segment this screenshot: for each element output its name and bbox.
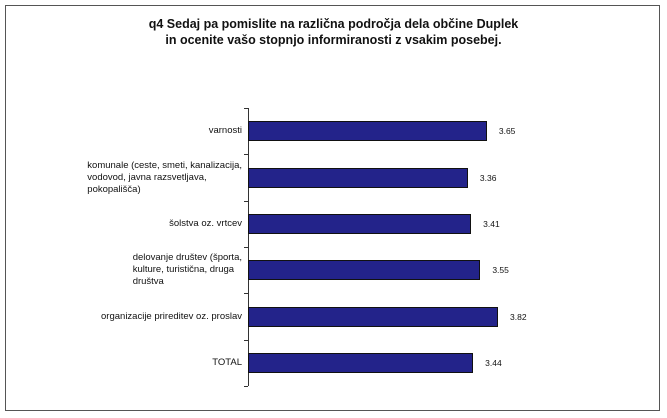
chart-frame [5, 5, 660, 411]
axis-tick [244, 293, 248, 295]
bar [248, 306, 498, 327]
category-label: TOTAL [212, 356, 242, 368]
value-label: 3.55 [492, 265, 509, 276]
bar [248, 213, 472, 234]
bar [248, 352, 474, 373]
axis-tick [244, 247, 248, 248]
y-axis [248, 108, 249, 386]
axis-tick [244, 200, 248, 202]
category-label: komunale (ceste, smeti, kanalizacija, vo… [87, 159, 242, 195]
bar [248, 260, 481, 281]
value-label: 3.36 [479, 172, 497, 183]
value-label: 3.65 [498, 126, 516, 137]
value-label: 3.44 [485, 357, 502, 368]
axis-tick [244, 386, 248, 387]
chart-title: q4 Sedaj pa pomislite na različna področ… [148, 17, 519, 47]
value-label: 3.41 [483, 218, 500, 229]
category-label: delovanje društev (športa, kulture, turi… [132, 252, 242, 288]
category-label: varnosti [208, 125, 242, 137]
value-label: 3.82 [510, 311, 527, 322]
category-label: šolstva oz. vrtcev [169, 217, 242, 229]
category-label: organizacije prireditev oz. proslav [101, 310, 242, 322]
bar [248, 167, 468, 188]
axis-tick [244, 108, 248, 109]
axis-tick [244, 154, 248, 156]
axis-tick [244, 339, 248, 341]
bar [248, 121, 487, 142]
